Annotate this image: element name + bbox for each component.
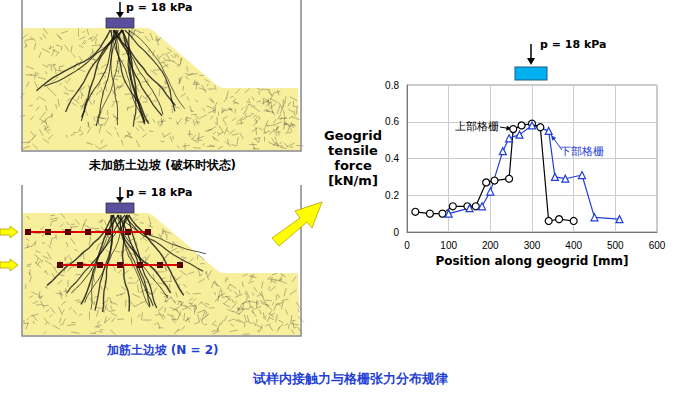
html-text:p = 18 kPa: p = 18 kPa bbox=[540, 38, 607, 51]
svg-text:p = 18 kPa: p = 18 kPa bbox=[126, 186, 192, 199]
svg-text:300: 300 bbox=[524, 240, 541, 251]
svg-text:0: 0 bbox=[404, 240, 410, 251]
svg-text:500: 500 bbox=[607, 240, 624, 251]
svg-text:100: 100 bbox=[440, 240, 457, 251]
svg-text:0: 0 bbox=[393, 227, 399, 238]
svg-text:Position along geogrid [mm]: Position along geogrid [mm] bbox=[435, 254, 628, 268]
html-text:下部格栅: 下部格栅 bbox=[560, 145, 604, 158]
html-text:试样内接触力与格栅张力分布规律: 试样内接触力与格栅张力分布规律 bbox=[252, 371, 448, 386]
html-text:未加筋土边坡 (破坏时状态): 未加筋土边坡 (破坏时状态) bbox=[88, 158, 237, 172]
svg-text:0.2: 0.2 bbox=[385, 190, 399, 201]
svg-text:0.8: 0.8 bbox=[385, 80, 399, 91]
svg-text:600: 600 bbox=[649, 240, 666, 251]
svg-text:400: 400 bbox=[565, 240, 582, 251]
html-text:上部格栅: 上部格栅 bbox=[455, 120, 499, 133]
svg-text:0.4: 0.4 bbox=[385, 153, 399, 164]
svg-text:0.6: 0.6 bbox=[385, 116, 399, 127]
html-text:Geogrid tensile force [kN/m]: Geogrid tensile force [kN/m] bbox=[324, 128, 382, 188]
html-text:加筋土边坡 (N = 2): 加筋土边坡 (N = 2) bbox=[106, 343, 219, 357]
svg-text:p = 18 kPa: p = 18 kPa bbox=[126, 1, 192, 14]
svg-text:200: 200 bbox=[482, 240, 499, 251]
